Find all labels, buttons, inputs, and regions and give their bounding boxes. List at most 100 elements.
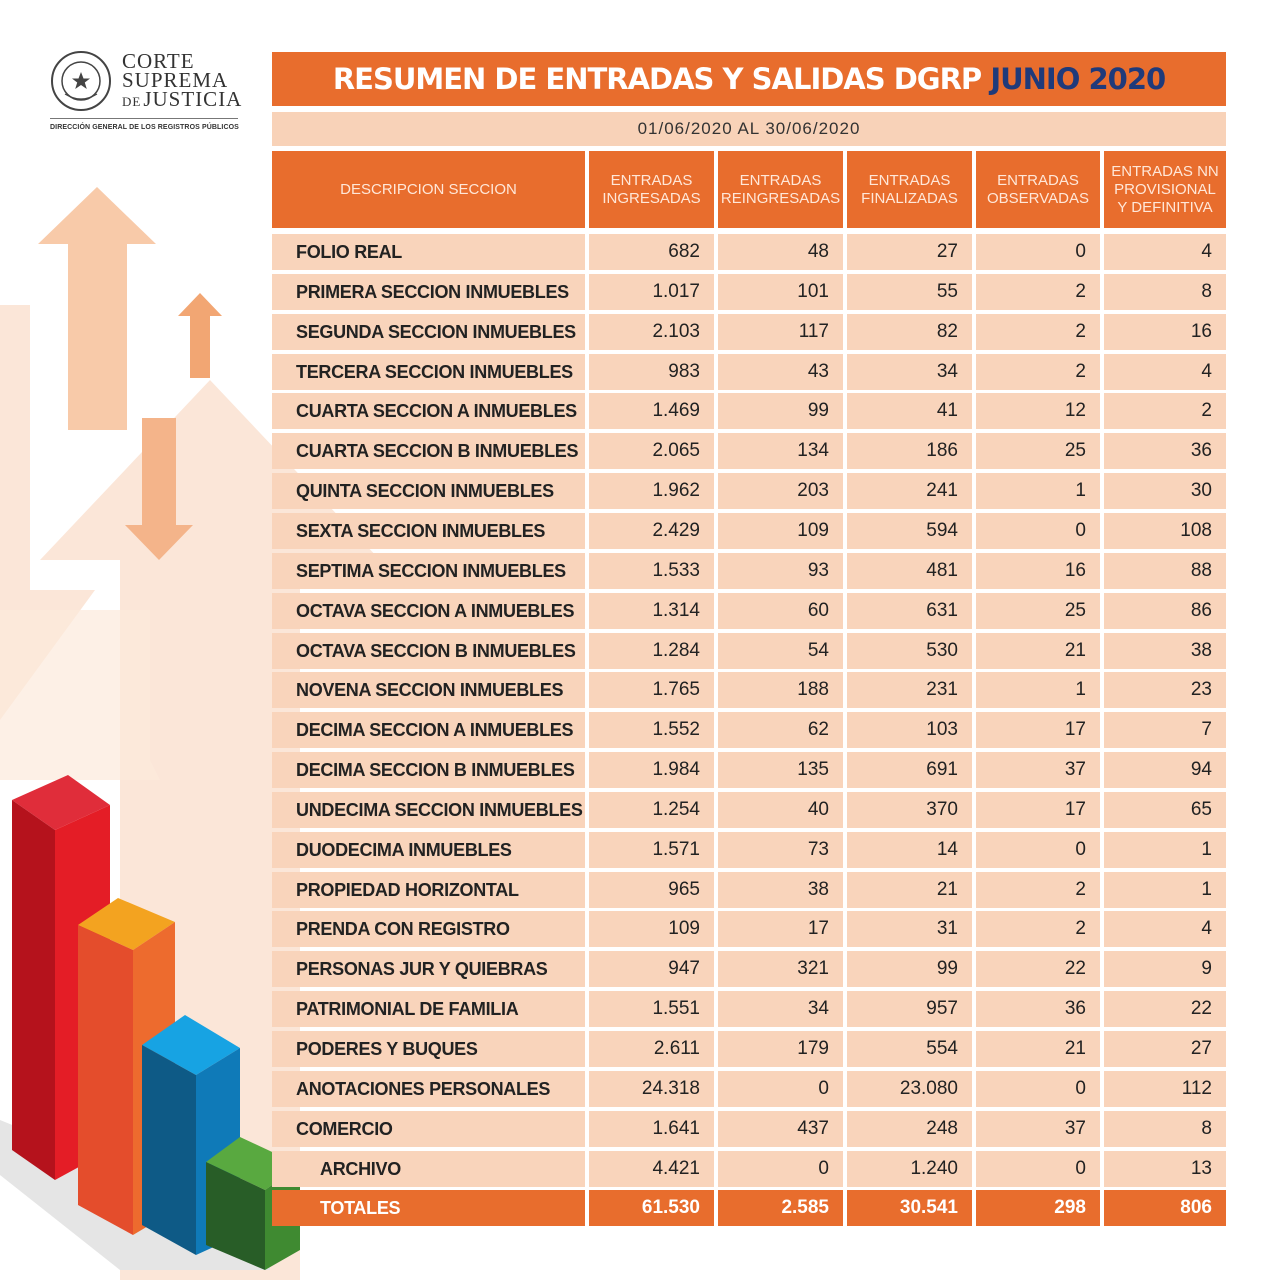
table-row: SEXTA SECCION INMUEBLES 2.429 109 594 0 108	[272, 513, 1226, 549]
row-description: PATRIMONIAL DE FAMILIA	[272, 991, 585, 1027]
row-value: 1.552	[589, 712, 714, 748]
row-value: 2.065	[589, 433, 714, 469]
row-value: 2	[976, 872, 1100, 908]
up-arrow-shape	[38, 187, 156, 430]
table-row: CUARTA SECCION A INMUEBLES 1.469 99 41 12 2	[272, 393, 1226, 429]
table-row: PROPIEDAD HORIZONTAL 965 38 21 2 1	[272, 872, 1226, 908]
department-name: DIRECCIÓN GENERAL DE LOS REGISTROS PÚBLI…	[50, 124, 239, 131]
row-description: QUINTA SECCION INMUEBLES	[272, 473, 585, 509]
row-value: 12	[976, 393, 1100, 429]
row-value: 31	[847, 911, 972, 947]
row-value: 1	[976, 672, 1100, 708]
logo-divider	[50, 118, 238, 119]
row-value: 62	[718, 712, 843, 748]
row-value: 40	[718, 792, 843, 828]
row-description: COMERCIO	[272, 1111, 585, 1147]
row-description: TOTALES	[272, 1190, 585, 1226]
table-row: SEGUNDA SECCION INMUEBLES 2.103 117 82 2 16	[272, 314, 1226, 350]
row-description: OCTAVA SECCION A INMUEBLES	[272, 593, 585, 629]
column-header-label: ENTRADAS OBSERVADAS	[987, 171, 1089, 207]
org-line-1: CORTE	[122, 49, 195, 73]
row-value: 8	[1104, 274, 1226, 310]
row-description: SEXTA SECCION INMUEBLES	[272, 513, 585, 549]
report-title-main: RESUMEN DE ENTRADAS Y SALIDAS DGRP	[332, 62, 982, 96]
row-value: 2.103	[589, 314, 714, 350]
column-header-1: ENTRADAS INGRESADAS	[589, 151, 714, 228]
row-value: 9	[1104, 951, 1226, 987]
report-title-period: JUNIO 2020	[990, 62, 1166, 96]
row-description: SEPTIMA SECCION INMUEBLES	[272, 553, 585, 589]
row-value: 30	[1104, 473, 1226, 509]
row-value: 25	[976, 593, 1100, 629]
row-value: 0	[976, 234, 1100, 270]
row-value: 34	[718, 991, 843, 1027]
row-value: 1.962	[589, 473, 714, 509]
row-value: 103	[847, 712, 972, 748]
table-row: DECIMA SECCION B INMUEBLES 1.984 135 691 37 9…	[272, 752, 1226, 788]
row-value: 117	[718, 314, 843, 350]
table-row: OCTAVA SECCION A INMUEBLES 1.314 60 631 25 86	[272, 593, 1226, 629]
row-value: 13	[1104, 1151, 1226, 1187]
row-value: 179	[718, 1031, 843, 1067]
row-value: 1	[1104, 832, 1226, 868]
table-row: ARCHIVO 4.421 0 1.240 0 13	[272, 1151, 1226, 1187]
row-value: 594	[847, 513, 972, 549]
row-description: PRENDA CON REGISTRO	[272, 911, 585, 947]
row-value: 82	[847, 314, 972, 350]
table-row: PATRIMONIAL DE FAMILIA 1.551 34 957 36 22	[272, 991, 1226, 1027]
row-value: 2	[976, 911, 1100, 947]
table-row: NOVENA SECCION INMUEBLES 1.765 188 231 1 23	[272, 672, 1226, 708]
date-range: 01/06/2020 AL 30/06/2020	[272, 112, 1226, 146]
row-description: OCTAVA SECCION B INMUEBLES	[272, 633, 585, 669]
row-value: 1.254	[589, 792, 714, 828]
row-value: 437	[718, 1111, 843, 1147]
row-value: 36	[976, 991, 1100, 1027]
row-description: PODERES Y BUQUES	[272, 1031, 585, 1067]
row-value: 99	[847, 951, 972, 987]
row-value: 24.318	[589, 1071, 714, 1107]
row-value: 30.541	[847, 1190, 972, 1226]
row-value: 2	[1104, 393, 1226, 429]
row-value: 73	[718, 832, 843, 868]
row-value: 481	[847, 553, 972, 589]
row-value: 7	[1104, 712, 1226, 748]
row-value: 21	[847, 872, 972, 908]
org-line-2: SUPREMA	[122, 68, 229, 92]
table-row: PRENDA CON REGISTRO 109 17 31 2 4	[272, 911, 1226, 947]
row-value: 554	[847, 1031, 972, 1067]
row-value: 1.240	[847, 1151, 972, 1187]
row-value: 109	[718, 513, 843, 549]
column-header-label: ENTRADAS INGRESADAS	[602, 171, 701, 207]
row-description: DECIMA SECCION A INMUEBLES	[272, 712, 585, 748]
totals-row: TOTALES 61.530 2.585 30.541 298 806	[272, 1190, 1226, 1226]
row-value: 682	[589, 234, 714, 270]
row-value: 21	[976, 633, 1100, 669]
row-description: PROPIEDAD HORIZONTAL	[272, 872, 585, 908]
row-value: 957	[847, 991, 972, 1027]
table-row: QUINTA SECCION INMUEBLES 1.962 203 241 1 30	[272, 473, 1226, 509]
table-row: PRIMERA SECCION INMUEBLES 1.017 101 55 2 8	[272, 274, 1226, 310]
row-value: 983	[589, 354, 714, 390]
org-line-3-prefix: DE	[122, 94, 142, 109]
column-header-5: ENTRADAS NN PROVISIONAL Y DEFINITIVA	[1104, 151, 1226, 228]
table-row: SEPTIMA SECCION INMUEBLES 1.533 93 481 16 88	[272, 553, 1226, 589]
row-value: 4.421	[589, 1151, 714, 1187]
row-value: 1.551	[589, 991, 714, 1027]
table-row: TERCERA SECCION INMUEBLES 983 43 34 2 4	[272, 354, 1226, 390]
row-value: 947	[589, 951, 714, 987]
column-header-3: ENTRADAS FINALIZADAS	[847, 151, 972, 228]
row-value: 61.530	[589, 1190, 714, 1226]
table-row: CUARTA SECCION B INMUEBLES 2.065 134 186 25 3…	[272, 433, 1226, 469]
row-value: 186	[847, 433, 972, 469]
table-row: OCTAVA SECCION B INMUEBLES 1.284 54 530 21 38	[272, 633, 1226, 669]
row-value: 36	[1104, 433, 1226, 469]
row-value: 1.765	[589, 672, 714, 708]
row-description: TERCERA SECCION INMUEBLES	[272, 354, 585, 390]
row-description: SEGUNDA SECCION INMUEBLES	[272, 314, 585, 350]
row-value: 37	[976, 1111, 1100, 1147]
row-value: 16	[1104, 314, 1226, 350]
national-seal-icon	[51, 51, 111, 111]
row-value: 1.017	[589, 274, 714, 310]
row-value: 321	[718, 951, 843, 987]
row-value: 1.641	[589, 1111, 714, 1147]
